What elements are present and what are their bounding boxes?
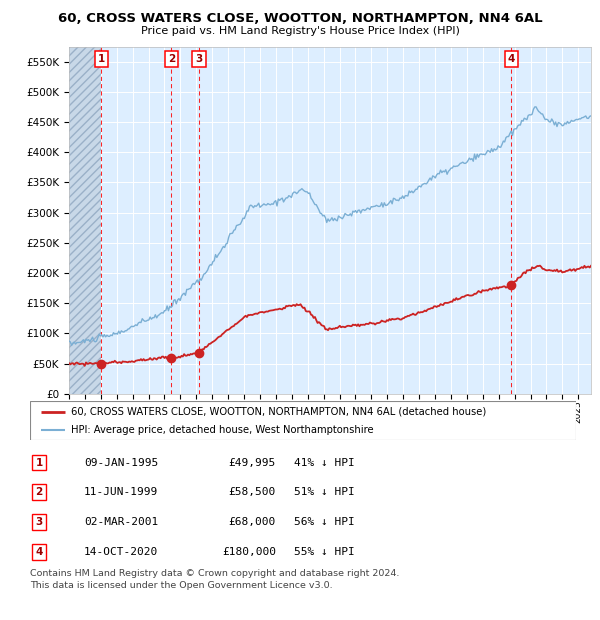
Text: 60, CROSS WATERS CLOSE, WOOTTON, NORTHAMPTON, NN4 6AL (detached house): 60, CROSS WATERS CLOSE, WOOTTON, NORTHAM…	[71, 407, 486, 417]
Text: Contains HM Land Registry data © Crown copyright and database right 2024.: Contains HM Land Registry data © Crown c…	[30, 569, 400, 578]
Text: 3: 3	[196, 55, 203, 64]
Text: 11-JUN-1999: 11-JUN-1999	[84, 487, 158, 497]
Bar	[69, 46, 101, 394]
Text: HPI: Average price, detached house, West Northamptonshire: HPI: Average price, detached house, West…	[71, 425, 374, 435]
Text: 4: 4	[35, 547, 43, 557]
Text: 09-JAN-1995: 09-JAN-1995	[84, 458, 158, 467]
Text: 56% ↓ HPI: 56% ↓ HPI	[294, 517, 355, 527]
Text: Price paid vs. HM Land Registry's House Price Index (HPI): Price paid vs. HM Land Registry's House …	[140, 26, 460, 36]
Text: 2: 2	[168, 55, 175, 64]
Text: 3: 3	[35, 517, 43, 527]
Text: 41% ↓ HPI: 41% ↓ HPI	[294, 458, 355, 467]
Text: £180,000: £180,000	[222, 547, 276, 557]
Text: 55% ↓ HPI: 55% ↓ HPI	[294, 547, 355, 557]
Text: 51% ↓ HPI: 51% ↓ HPI	[294, 487, 355, 497]
Text: 4: 4	[508, 55, 515, 64]
Text: 60, CROSS WATERS CLOSE, WOOTTON, NORTHAMPTON, NN4 6AL: 60, CROSS WATERS CLOSE, WOOTTON, NORTHAM…	[58, 12, 542, 25]
Text: 2: 2	[35, 487, 43, 497]
Text: £49,995: £49,995	[229, 458, 276, 467]
Text: 1: 1	[98, 55, 105, 64]
Text: £68,000: £68,000	[229, 517, 276, 527]
FancyBboxPatch shape	[30, 401, 576, 440]
Text: This data is licensed under the Open Government Licence v3.0.: This data is licensed under the Open Gov…	[30, 582, 332, 590]
Text: 02-MAR-2001: 02-MAR-2001	[84, 517, 158, 527]
Text: £58,500: £58,500	[229, 487, 276, 497]
Text: 1: 1	[35, 458, 43, 467]
Text: 14-OCT-2020: 14-OCT-2020	[84, 547, 158, 557]
